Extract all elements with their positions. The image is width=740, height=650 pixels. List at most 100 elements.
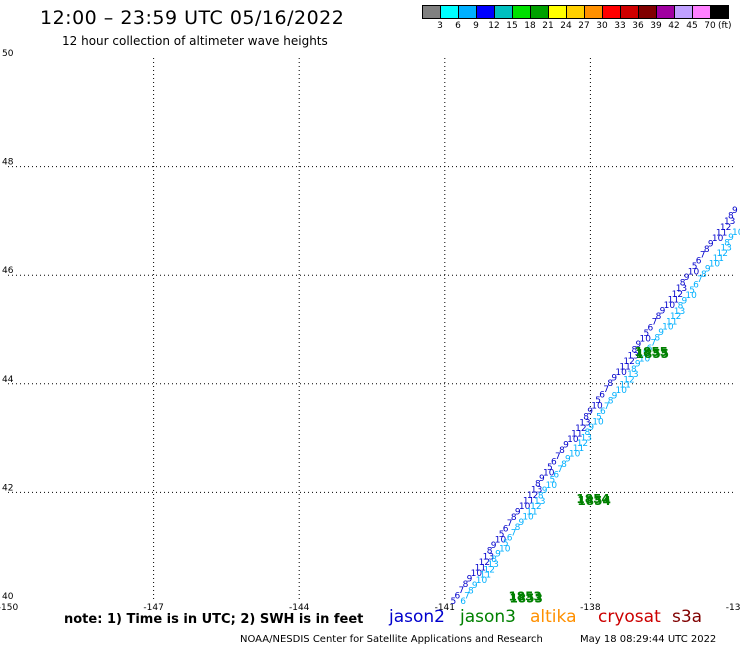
colorbar-label: 18 (524, 21, 536, 31)
track-numeral: 13 (627, 370, 638, 380)
track-numeral: 12 (479, 558, 490, 568)
track-numeral: 9 (708, 240, 714, 250)
track-numeral: 7 (464, 592, 470, 602)
track-numeral: 9 (728, 233, 734, 243)
track-numeral: 6 (503, 524, 509, 534)
track-numeral: 7 (604, 402, 610, 412)
track-numeral: 5 (595, 396, 601, 406)
track-numeral: 8 (468, 586, 474, 596)
colorbar-label: 39 (650, 21, 662, 31)
track-numeral: 5 (499, 530, 505, 540)
track-numeral: 9 (635, 340, 641, 350)
track-numeral: 7 (652, 318, 658, 328)
track-numeral: 5 (550, 476, 556, 486)
pass-label-shadow: 1853 (509, 592, 542, 606)
track-numeral: 10 (639, 354, 651, 364)
track-numeral: 10 (712, 234, 724, 244)
track-numeral: 8 (607, 379, 613, 389)
colorbar-label: 9 (473, 21, 479, 31)
pass-label-shadow: 1854 (577, 494, 610, 508)
track-numeral: 7 (700, 251, 706, 261)
track-numeral: 8 (724, 238, 730, 248)
satellite-legend-jason2: jason2 (389, 607, 445, 627)
track-numeral: 12 (577, 439, 588, 449)
track-numeral: 6 (600, 407, 606, 417)
track-numeral: 6 (648, 323, 654, 333)
track-numeral: 11 (523, 496, 534, 506)
track-numeral: 5 (451, 597, 457, 607)
pass-label: 1853 (508, 590, 541, 604)
colorbar-label: 45 (686, 21, 698, 31)
track-numeral: 10 (567, 435, 579, 445)
satellite-legend-jason3: jason3 (460, 607, 516, 627)
lat-tick-label: 44 (2, 375, 14, 385)
track-numeral: 9 (635, 360, 641, 370)
track-numeral: 6 (647, 344, 653, 354)
track-numeral: 5 (643, 349, 649, 359)
track-numeral: 7 (0, 0, 6, 3)
track-numeral: 13 (534, 497, 545, 507)
track-numeral: 5 (503, 539, 509, 549)
track-numeral: 12 (623, 357, 634, 367)
track-numeral: 11 (619, 362, 630, 372)
colorbar-label: 36 (632, 21, 644, 31)
colorbar-label: 33 (614, 21, 626, 31)
track-numeral: 12 (530, 502, 541, 512)
track-numeral: 12 (720, 223, 731, 233)
lat-tick-label: 40 (2, 592, 14, 602)
track-numeral: 9 (705, 265, 711, 275)
colorbar-swatch (710, 5, 729, 19)
track-numeral: 8 (463, 580, 469, 590)
track-numeral: 13 (487, 560, 498, 570)
track-numeral: 13 (720, 244, 731, 254)
track-numeral: 13 (483, 552, 494, 562)
track-numeral: 10 (592, 418, 604, 428)
track-numeral: 12 (623, 375, 634, 385)
note-text: note: 1) Time is in UTC; 2) SWH is in fe… (64, 612, 364, 627)
track-numeral: 7 (557, 465, 563, 475)
track-numeral: 7 (511, 528, 517, 538)
colorbar-label: 70 (704, 21, 716, 31)
satellite-legend-altika: altika (530, 607, 577, 627)
track-numeral: 13 (676, 284, 687, 294)
lon-tick-label: -150 (0, 603, 18, 613)
lon-tick-label: -144 (289, 603, 310, 613)
colorbar-label: 42 (668, 21, 680, 31)
track-numeral: 11 (573, 444, 584, 454)
track-numeral: 8 (487, 547, 493, 557)
track-numeral: 11 (713, 254, 724, 264)
wave-height-colorbar (422, 5, 729, 19)
track-numeral: 9 (491, 541, 497, 551)
track-numeral: 8 (559, 446, 565, 456)
lon-tick-label: -147 (143, 603, 163, 613)
track-numeral: 13 (627, 351, 638, 361)
track-numeral: 8 (678, 302, 684, 312)
track-numeral: 9 (542, 486, 548, 496)
track-numeral: 10 (591, 402, 603, 412)
track-numeral: 11 (571, 429, 582, 439)
track-numeral: 6 (455, 591, 461, 601)
track-numeral: 8 (515, 523, 521, 533)
track-numeral: 6 (696, 256, 702, 266)
lon-tick-label: -138 (580, 603, 601, 613)
track-numeral: 10 (543, 469, 555, 479)
track-numeral: 10 (519, 502, 531, 512)
track-numeral: 8 (561, 460, 567, 470)
track-numeral: 9 (612, 391, 618, 401)
track-numeral: 7 (650, 339, 656, 349)
track-numeral: 8 (656, 312, 662, 322)
track-numeral: 13 (674, 307, 685, 317)
track-numeral: 10 (471, 569, 483, 579)
track-numeral: 10 (688, 267, 700, 277)
colorbar-label: 30 (596, 21, 608, 31)
track-numeral: 10 (546, 481, 558, 491)
track-numeral: 13 (531, 485, 542, 495)
track-numeral: 10 (522, 513, 534, 523)
lat-tick-label: 46 (2, 266, 14, 276)
track-numeral: 9 (611, 374, 617, 384)
track-numeral: 6 (460, 597, 466, 607)
credit-text: NOAA/NESDIS Center for Satellite Applica… (240, 634, 543, 645)
track-numeral: 8 (680, 279, 686, 289)
track-numeral: 7 (459, 586, 465, 596)
colorbar-label: 15 (506, 21, 518, 31)
